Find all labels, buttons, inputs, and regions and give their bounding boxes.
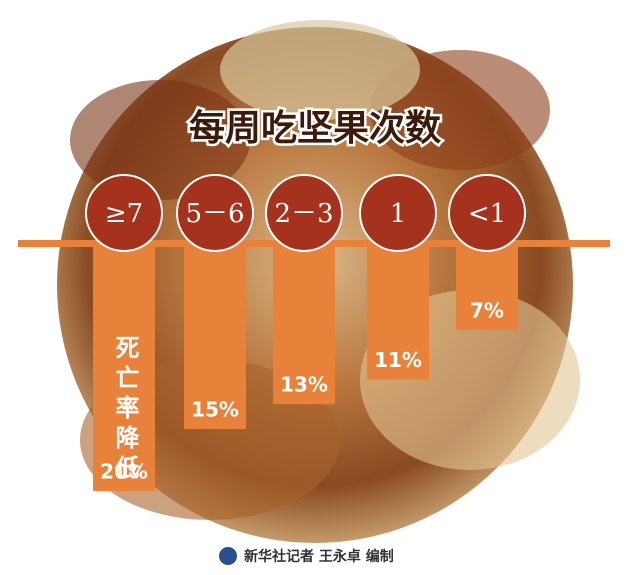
category-label: 5－6	[185, 199, 244, 229]
value-label: 7%	[470, 298, 504, 322]
category-label: 2－3	[274, 199, 333, 229]
category-label: <1	[468, 199, 506, 229]
category-badge	[176, 174, 254, 252]
value-label: 13%	[280, 373, 328, 397]
bar	[93, 243, 155, 491]
pecans	[70, 80, 250, 200]
logo	[219, 547, 237, 565]
value-label: 20%	[100, 460, 148, 484]
bars: 20% 15% 13% 11% 7%	[93, 243, 518, 491]
pistachios	[220, 20, 420, 120]
category-badge	[448, 174, 526, 252]
category-label: ≥7	[105, 199, 143, 229]
category-label: 1	[390, 199, 407, 229]
category-badge	[359, 174, 437, 252]
credit: 新华社记者 王永卓 编制	[244, 548, 394, 565]
category-badge	[85, 174, 163, 252]
value-label: 15%	[191, 398, 239, 422]
bar	[456, 243, 518, 330]
annotation: 死亡率降低	[111, 335, 140, 485]
badges: ≥7 5－6 2－3 1 <1	[85, 174, 526, 252]
chart-title: 每周吃坚果次数	[189, 108, 441, 149]
value-label: 11%	[374, 348, 422, 372]
category-badge	[265, 174, 343, 252]
bar	[367, 243, 429, 380]
bar	[273, 243, 335, 405]
bar	[184, 243, 246, 429]
